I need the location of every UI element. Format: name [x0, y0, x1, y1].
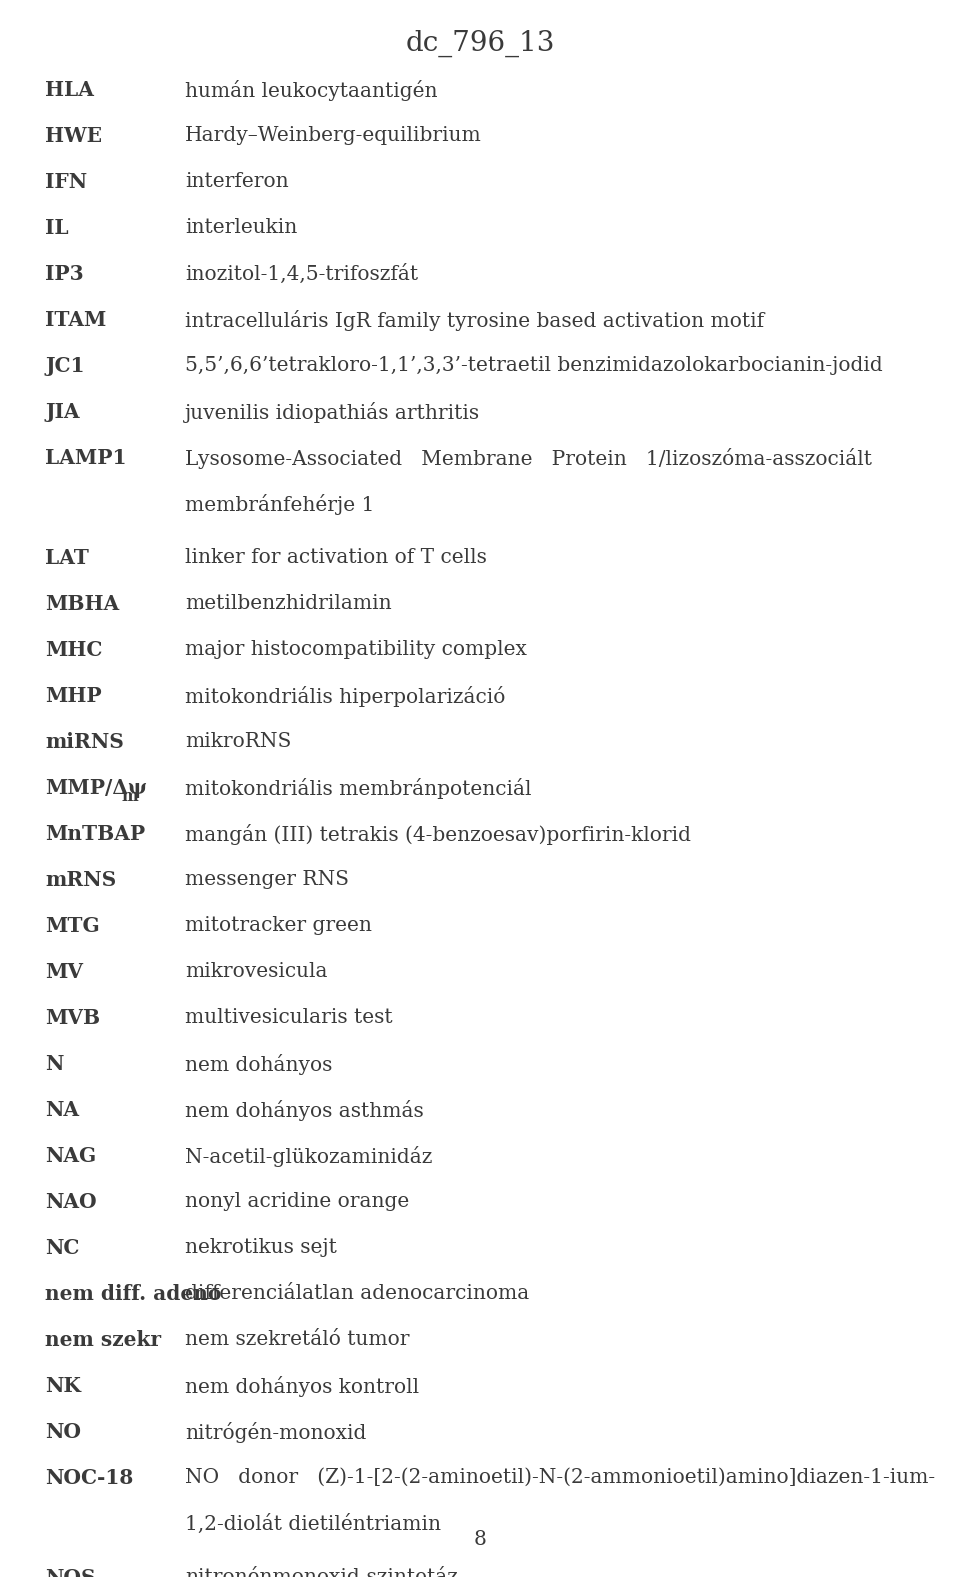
Text: major histocompatibility complex: major histocompatibility complex [185, 640, 527, 659]
Text: nem diff. adeno: nem diff. adeno [45, 1284, 222, 1304]
Text: m: m [121, 788, 137, 804]
Text: 8: 8 [473, 1530, 487, 1549]
Text: nekrotikus sejt: nekrotikus sejt [185, 1238, 337, 1257]
Text: nitrógén-monoxid: nitrógén-monoxid [185, 1422, 367, 1443]
Text: MHP: MHP [45, 686, 102, 706]
Text: MV: MV [45, 962, 83, 982]
Text: mikrovesicula: mikrovesicula [185, 962, 327, 981]
Text: MMP/Δψ: MMP/Δψ [45, 777, 147, 798]
Text: nem dohányos asthmás: nem dohányos asthmás [185, 1101, 423, 1121]
Text: mitokondriális membránpotenciál: mitokondriális membránpotenciál [185, 777, 532, 800]
Text: NOC-18: NOC-18 [45, 1468, 133, 1489]
Text: interleukin: interleukin [185, 218, 298, 237]
Text: miRNS: miRNS [45, 732, 124, 752]
Text: NK: NK [45, 1377, 81, 1396]
Text: nitronénmonoxid-szintetáz: nitronénmonoxid-szintetáz [185, 1568, 458, 1577]
Text: NC: NC [45, 1238, 80, 1258]
Text: IL: IL [45, 218, 68, 238]
Text: mikroRNS: mikroRNS [185, 732, 292, 751]
Text: N: N [45, 1053, 63, 1074]
Text: JC1: JC1 [45, 356, 84, 375]
Text: HLA: HLA [45, 80, 94, 99]
Text: differenciálatlan adenocarcinoma: differenciálatlan adenocarcinoma [185, 1284, 529, 1303]
Text: MHC: MHC [45, 640, 103, 661]
Text: MnTBAP: MnTBAP [45, 825, 145, 844]
Text: mangán (III) tetrakis (4-benzoesav)porfirin-klorid: mangán (III) tetrakis (4-benzoesav)porfi… [185, 825, 691, 845]
Text: messenger RNS: messenger RNS [185, 871, 349, 889]
Text: HWE: HWE [45, 126, 102, 147]
Text: mitotracker green: mitotracker green [185, 916, 372, 935]
Text: NO   donor   (Z)-1-[2-(2-aminoetil)-N-(2-ammonioetil)amino]diazen-1-ium-: NO donor (Z)-1-[2-(2-aminoetil)-N-(2-amm… [185, 1468, 935, 1487]
Text: JIA: JIA [45, 402, 80, 423]
Text: juvenilis idiopathiás arthritis: juvenilis idiopathiás arthritis [185, 402, 480, 423]
Text: NAG: NAG [45, 1146, 96, 1165]
Text: MVB: MVB [45, 1008, 100, 1028]
Text: intracelluláris IgR family tyrosine based activation motif: intracelluláris IgR family tyrosine base… [185, 311, 764, 331]
Text: linker for activation of T cells: linker for activation of T cells [185, 547, 487, 568]
Text: IP3: IP3 [45, 263, 84, 284]
Text: MTG: MTG [45, 916, 100, 937]
Text: nem szekr: nem szekr [45, 1329, 161, 1350]
Text: dc_796_13: dc_796_13 [405, 30, 555, 57]
Text: nonyl acridine orange: nonyl acridine orange [185, 1192, 409, 1211]
Text: NO: NO [45, 1422, 81, 1441]
Text: NA: NA [45, 1101, 79, 1120]
Text: membránfehérje 1: membránfehérje 1 [185, 494, 374, 516]
Text: LAMP1: LAMP1 [45, 448, 127, 468]
Text: 1,2-diolát dietiléntriamin: 1,2-diolát dietiléntriamin [185, 1514, 441, 1534]
Text: ITAM: ITAM [45, 311, 107, 330]
Text: interferon: interferon [185, 172, 289, 191]
Text: inozitol-1,4,5-trifoszfát: inozitol-1,4,5-trifoszfát [185, 263, 419, 284]
Text: NOS: NOS [45, 1568, 96, 1577]
Text: Lysosome-Associated   Membrane   Protein   1/lizoszóma-asszociált: Lysosome-Associated Membrane Protein 1/l… [185, 448, 872, 468]
Text: N-acetil-glükozaminidáz: N-acetil-glükozaminidáz [185, 1146, 432, 1167]
Text: NAO: NAO [45, 1192, 97, 1213]
Text: MBHA: MBHA [45, 595, 119, 613]
Text: LAT: LAT [45, 547, 89, 568]
Text: nem dohányos kontroll: nem dohányos kontroll [185, 1377, 420, 1397]
Text: mitokondriális hiperpolarizáció: mitokondriális hiperpolarizáció [185, 686, 505, 706]
Text: Hardy–Weinberg-equilibrium: Hardy–Weinberg-equilibrium [185, 126, 482, 145]
Text: mRNS: mRNS [45, 871, 116, 889]
Text: IFN: IFN [45, 172, 87, 192]
Text: multivesicularis test: multivesicularis test [185, 1008, 393, 1027]
Text: 5,5’,6,6’tetrakloro-1,1’,3,3’-tetraetil benzimidazolokarbocianin-jodid: 5,5’,6,6’tetrakloro-1,1’,3,3’-tetraetil … [185, 356, 883, 375]
Text: nem szekretáló tumor: nem szekretáló tumor [185, 1329, 410, 1348]
Text: humán leukocytaantigén: humán leukocytaantigén [185, 80, 438, 101]
Text: nem dohányos: nem dohányos [185, 1053, 332, 1076]
Text: metilbenzhidrilamin: metilbenzhidrilamin [185, 595, 392, 613]
